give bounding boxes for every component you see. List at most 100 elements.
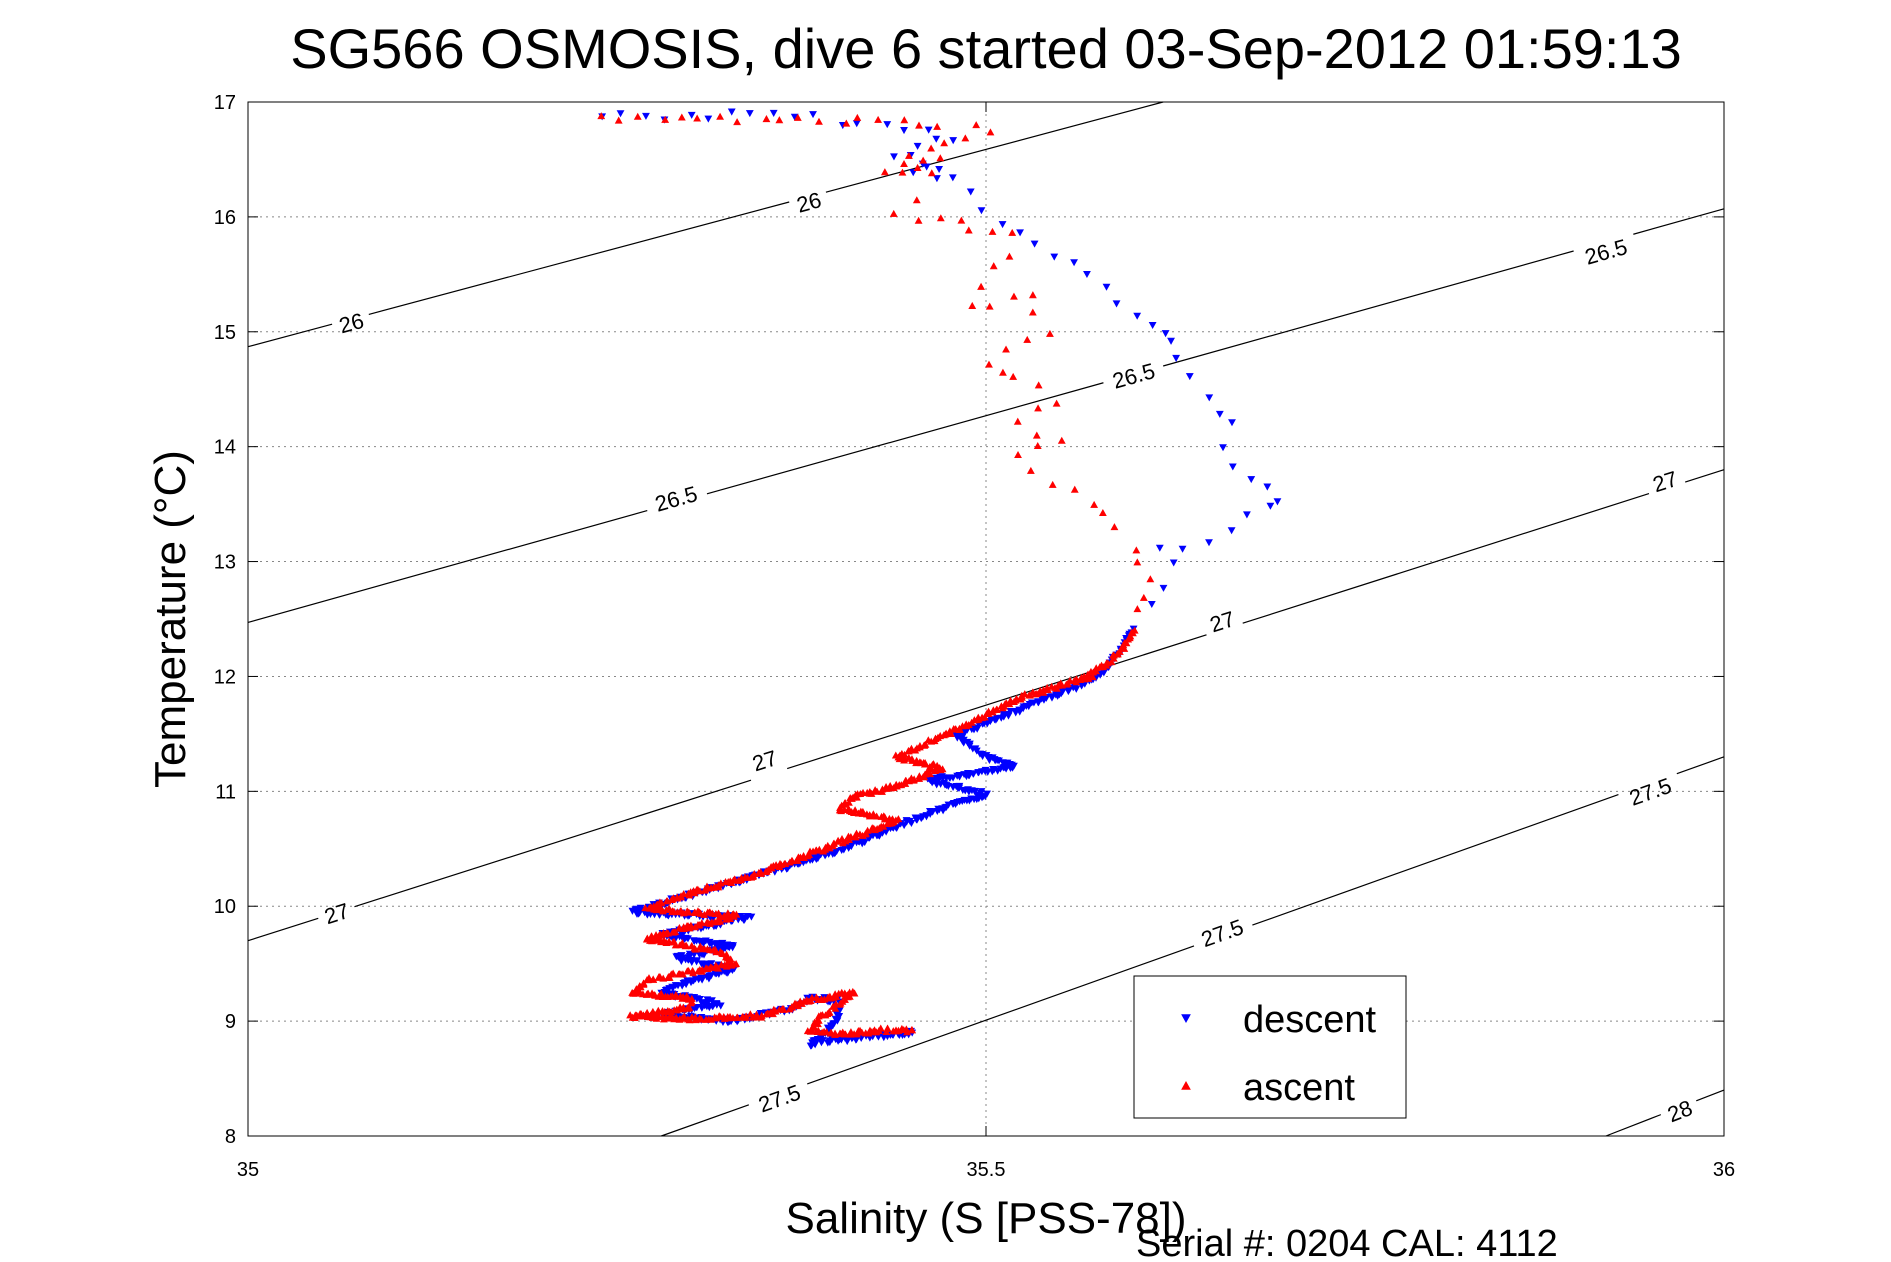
data-series <box>597 108 1282 1050</box>
ascent-marker <box>842 119 851 127</box>
ascent-marker <box>901 779 910 787</box>
descent-marker <box>907 820 916 828</box>
ascent-marker <box>829 1002 837 1010</box>
ascent-marker <box>880 168 889 176</box>
axis-ticks: 35 35.5 36 8 9 10 11 12 13 14 15 16 17 <box>214 92 1735 1181</box>
chart-title: SG566 OSMOSIS, dive 6 started 03-Sep-201… <box>290 17 1682 80</box>
y-tick-label: 13 <box>214 552 236 574</box>
ascent-marker <box>986 128 995 136</box>
descent-marker <box>743 913 752 921</box>
ascent-marker <box>761 868 770 876</box>
ascent-marker <box>894 815 903 823</box>
ascent-marker <box>989 706 998 714</box>
descent-marker <box>1228 463 1237 471</box>
descent-marker <box>1148 322 1157 330</box>
ascent-marker <box>641 904 650 912</box>
density-contour-27.5 <box>807 945 1195 1085</box>
descent-marker <box>1227 527 1236 535</box>
ascent-marker <box>1048 480 1057 488</box>
descent-marker <box>687 958 696 967</box>
descent-marker <box>949 137 958 145</box>
descent-marker <box>1083 270 1091 279</box>
descent-marker <box>1112 300 1121 308</box>
descent-marker <box>831 1015 840 1023</box>
density-contour-27 <box>1242 493 1650 624</box>
descent-marker <box>1030 240 1039 248</box>
ascent-marker <box>908 1026 917 1034</box>
ascent-marker <box>964 226 973 234</box>
ascent-marker <box>633 112 642 120</box>
descent-marker <box>948 174 957 182</box>
descent-marker <box>1016 229 1024 237</box>
density-contour-26 <box>825 101 1164 193</box>
density-contour-28 <box>1696 1089 1725 1102</box>
descent-marker <box>1266 502 1275 510</box>
ascent-marker <box>921 758 929 766</box>
descent-marker <box>687 111 696 119</box>
ascent-marker <box>684 889 693 897</box>
ascent-marker <box>989 262 998 270</box>
ascent-marker <box>972 121 981 129</box>
ascent-marker <box>872 812 881 820</box>
y-tick-label: 16 <box>214 207 236 229</box>
ascent-marker <box>1132 546 1141 554</box>
ascent-marker <box>674 970 683 978</box>
legend-marker-descent <box>1181 1014 1191 1024</box>
ascent-marker <box>985 360 993 368</box>
descent-marker <box>971 745 980 753</box>
ascent-marker <box>936 214 945 222</box>
ascent-marker <box>793 113 802 121</box>
ascent-marker <box>775 116 784 124</box>
descent-marker <box>913 142 922 150</box>
ascent-marker <box>1043 683 1052 691</box>
density-contour-26.5 <box>1162 250 1574 367</box>
ascent-marker <box>874 115 883 123</box>
ascent-marker <box>1063 679 1072 687</box>
descent-marker <box>932 135 941 143</box>
descent-marker <box>642 112 650 120</box>
ascent-marker <box>999 368 1007 376</box>
ascent-marker <box>733 118 742 126</box>
ascent-marker <box>977 282 985 290</box>
descent-marker <box>1064 688 1073 696</box>
ascent-marker <box>1046 329 1054 337</box>
descent-marker <box>1050 253 1059 261</box>
ascent-marker <box>1013 417 1022 425</box>
descent-marker <box>991 716 1000 724</box>
ascent-marker <box>1005 252 1014 260</box>
density-contour-26.5 <box>706 382 1104 495</box>
descent-marker <box>728 944 737 952</box>
ascent-marker <box>667 895 676 903</box>
ascent-marker <box>685 908 693 916</box>
descent-marker <box>1159 584 1168 592</box>
ascent-marker <box>891 751 900 759</box>
ascent-marker <box>728 910 737 918</box>
descent-marker <box>677 957 686 965</box>
descent-marker <box>1169 559 1178 567</box>
descent-marker <box>1167 337 1175 345</box>
density-contour-28 <box>1605 1114 1662 1137</box>
ascent-marker <box>1034 381 1043 389</box>
ascent-marker <box>700 886 709 894</box>
ascent-marker <box>1034 404 1042 412</box>
ascent-marker <box>900 159 908 168</box>
descent-marker <box>900 127 908 135</box>
descent-marker <box>1228 419 1236 427</box>
ascent-marker <box>1026 466 1035 474</box>
ascent-marker <box>883 1024 892 1032</box>
legend-label-descent: descent <box>1243 999 1377 1041</box>
ascent-marker <box>851 832 860 840</box>
ascent-marker <box>679 923 688 931</box>
ascent-marker <box>904 747 913 755</box>
ascent-marker <box>822 1027 831 1036</box>
descent-marker <box>1185 373 1194 381</box>
ascent-marker <box>682 941 691 950</box>
ascent-marker <box>867 825 876 833</box>
ascent-marker <box>883 820 892 828</box>
ascent-marker <box>644 976 653 984</box>
density-contour-26 <box>247 323 333 348</box>
ascent-marker <box>1032 431 1041 439</box>
ascent-marker <box>889 209 898 217</box>
x-tick-label: 36 <box>1713 1159 1735 1181</box>
ascent-marker <box>924 736 933 744</box>
